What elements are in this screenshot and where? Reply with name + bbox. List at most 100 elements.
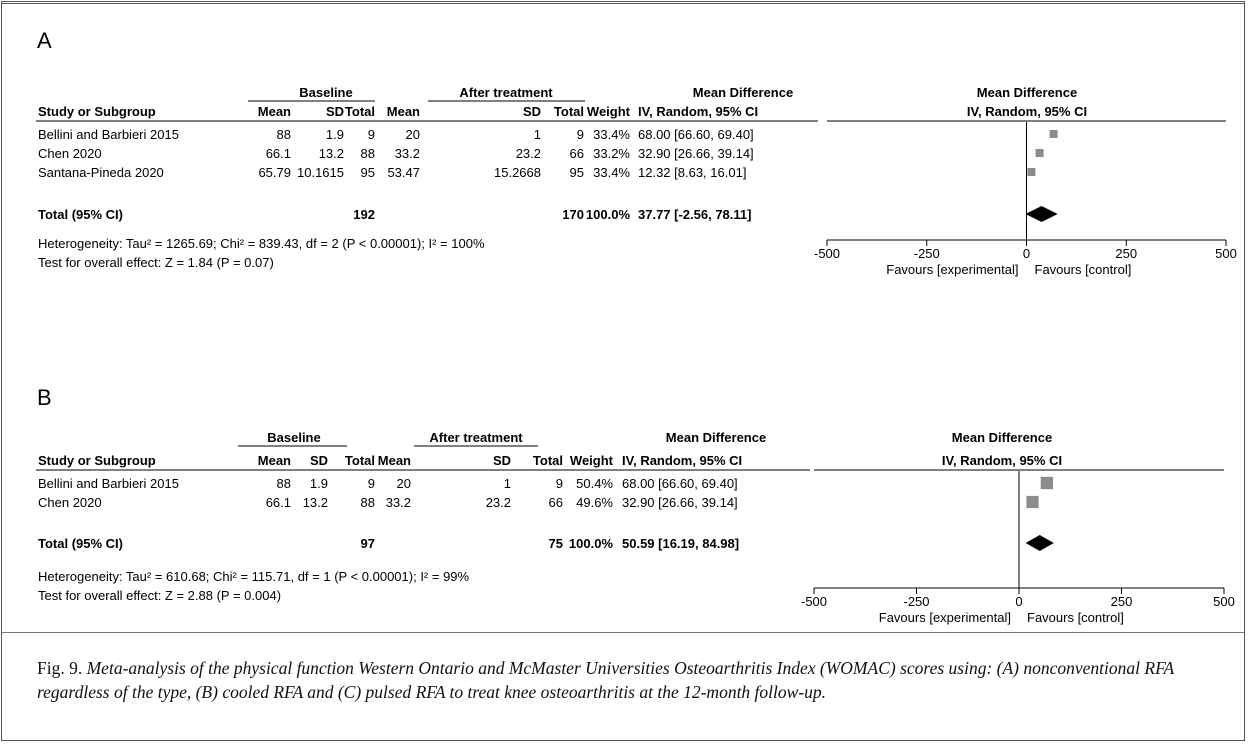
favours-left-label: Favours [experimental] (886, 262, 1018, 277)
total-n-after: 170 (562, 207, 584, 222)
plot-subheader: IV, Random, 95% CI (942, 453, 1062, 468)
top-rule (1, 3, 1245, 4)
favours-right-label: Favours [control] (1035, 262, 1132, 277)
panel-letter: B (37, 385, 52, 410)
favours-right-label: Favours [control] (1027, 610, 1124, 625)
study-sd1: 1.9 (326, 127, 344, 142)
total-ci: 50.59 [16.19, 84.98] (622, 536, 739, 551)
study-sd2: 1 (504, 476, 511, 491)
study-mean1: 88 (277, 476, 291, 491)
study-ci-text: 12.32 [8.63, 16.01] (638, 165, 746, 180)
total-n-baseline: 97 (361, 536, 375, 551)
study-sd1: 13.2 (303, 495, 328, 510)
column-header: Mean (258, 104, 291, 119)
figure-caption: Fig. 9. Meta-analysis of the physical fu… (37, 656, 1232, 704)
x-tick-label: -500 (814, 246, 840, 261)
study-mean1: 66.1 (266, 495, 291, 510)
study-sd2: 23.2 (516, 146, 541, 161)
study-weight: 49.6% (576, 495, 613, 510)
overall-effect-text: Test for overall effect: Z = 1.84 (P = 0… (38, 255, 274, 270)
column-header: SD (493, 453, 511, 468)
study-mean2: 20 (406, 127, 420, 142)
caption-text: Meta-analysis of the physical function W… (37, 658, 1174, 702)
study-weight: 33.4% (593, 127, 630, 142)
column-header: SD (523, 104, 541, 119)
column-header: SD (326, 104, 344, 119)
study-n2: 66 (549, 495, 563, 510)
study-n2: 95 (570, 165, 584, 180)
pooled-diamond (1025, 206, 1058, 222)
study-weight: 33.2% (593, 146, 630, 161)
study-mean2: 20 (397, 476, 411, 491)
study-n2: 66 (570, 146, 584, 161)
study-square (1026, 495, 1039, 509)
x-tick-label: -500 (801, 594, 827, 609)
column-header: Mean (387, 104, 420, 119)
study-name: Chen 2020 (38, 146, 102, 161)
column-header: IV, Random, 95% CI (638, 104, 758, 119)
x-tick-label: -250 (903, 594, 929, 609)
total-weight: 100.0% (569, 536, 614, 551)
column-header: Study or Subgroup (38, 104, 156, 119)
total-label: Total (95% CI) (38, 207, 123, 222)
study-n2: 9 (577, 127, 584, 142)
panel-letter: A (37, 28, 52, 53)
caption-label: Fig. 9. (37, 658, 83, 678)
forest-plot-panel-a: A Baseline After treatment Mean Difference… (0, 0, 1248, 300)
study-n1: 95 (361, 165, 375, 180)
column-header: Mean (378, 453, 411, 468)
study-ci-text: 68.00 [66.60, 69.40] (638, 127, 754, 142)
column-header: IV, Random, 95% CI (622, 453, 742, 468)
favours-left-label: Favours [experimental] (879, 610, 1011, 625)
study-n1: 9 (368, 127, 375, 142)
column-header: Mean (258, 453, 291, 468)
group-header-effect: Mean Difference (693, 85, 793, 100)
caption-separator (1, 632, 1245, 633)
column-header: Study or Subgroup (38, 453, 156, 468)
x-tick-label: 500 (1215, 246, 1237, 261)
study-sd1: 1.9 (310, 476, 328, 491)
group-header-baseline: Baseline (299, 85, 352, 100)
group-header-plot: Mean Difference (952, 430, 1052, 445)
study-n1: 9 (368, 476, 375, 491)
group-header-baseline: Baseline (267, 430, 320, 445)
study-weight: 50.4% (576, 476, 613, 491)
group-header-after: After treatment (459, 85, 553, 100)
total-ci: 37.77 [-2.56, 78.11] (638, 207, 751, 222)
study-mean1: 88 (277, 127, 291, 142)
study-name: Chen 2020 (38, 495, 102, 510)
study-ci-text: 32.90 [26.66, 39.14] (638, 146, 754, 161)
x-tick-label: -250 (914, 246, 940, 261)
study-name: Bellini and Barbieri 2015 (38, 476, 179, 491)
total-weight: 100.0% (586, 207, 631, 222)
column-header: Total (345, 104, 375, 119)
study-mean2: 33.2 (395, 146, 420, 161)
heterogeneity-text: Heterogeneity: Tau² = 1265.69; Chi² = 83… (38, 236, 485, 251)
total-n-baseline: 192 (353, 207, 375, 222)
study-square (1040, 476, 1054, 490)
study-square (1049, 129, 1058, 139)
study-sd1: 10.1615 (297, 165, 344, 180)
group-header-plot: Mean Difference (977, 85, 1077, 100)
plot-subheader: IV, Random, 95% CI (967, 104, 1087, 119)
group-header-after: After treatment (429, 430, 523, 445)
study-sd2: 23.2 (486, 495, 511, 510)
study-sd2: 15.2668 (494, 165, 541, 180)
study-n1: 88 (361, 495, 375, 510)
study-mean2: 53.47 (387, 165, 420, 180)
study-mean1: 66.1 (266, 146, 291, 161)
study-ci-text: 32.90 [26.66, 39.14] (622, 495, 738, 510)
column-header: Weight (587, 104, 631, 119)
column-header: Total (533, 453, 563, 468)
study-n1: 88 (361, 146, 375, 161)
study-square (1035, 149, 1044, 157)
study-mean1: 65.79 (258, 165, 291, 180)
study-weight: 33.4% (593, 165, 630, 180)
study-ci-text: 68.00 [66.60, 69.40] (622, 476, 738, 491)
forest-plot-svg: Baseline After treatment Mean Difference Me… (36, 85, 1237, 277)
total-label: Total (95% CI) (38, 536, 123, 551)
x-tick-label: 500 (1213, 594, 1235, 609)
total-n-after: 75 (549, 536, 563, 551)
study-name: Santana-Pineda 2020 (38, 165, 164, 180)
